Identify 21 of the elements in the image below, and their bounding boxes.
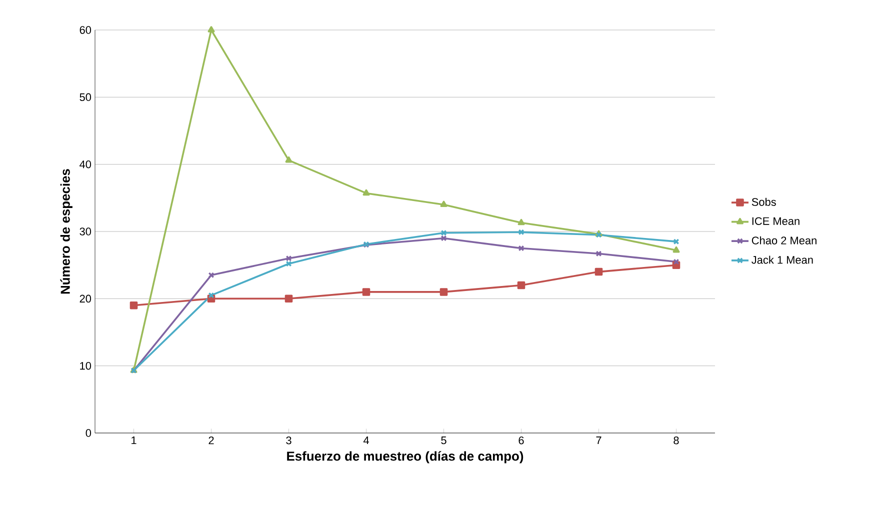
- y-tick-label: 40: [80, 160, 92, 168]
- y-tick-label: 0: [86, 429, 92, 437]
- legend-label: Sobs: [752, 198, 776, 206]
- x-tick-label: 5: [441, 436, 446, 444]
- x-tick-label: 3: [286, 436, 292, 444]
- x-tick-label: 7: [596, 436, 602, 444]
- x-axis-title: Esfuerzo de muestreo (días de campo): [287, 451, 524, 464]
- x-tick-label: 6: [518, 436, 524, 444]
- x-tick-label: 2: [208, 436, 214, 444]
- x-tick-label: 8: [674, 436, 679, 444]
- y-tick-label: 20: [80, 294, 92, 303]
- legend-label: Jack 1 Mean: [752, 256, 813, 264]
- y-axis-title: Número de especies: [60, 169, 72, 294]
- y-tick-label: 50: [80, 93, 92, 102]
- x-tick-label: 1: [132, 436, 136, 444]
- y-tick-label: 10: [80, 362, 92, 370]
- y-tick-label: 60: [80, 26, 92, 34]
- legend-label: Chao 2 Mean: [752, 236, 816, 244]
- x-tick-label: 4: [363, 436, 369, 444]
- y-tick-label: 30: [80, 228, 92, 236]
- legend-label: ICE Mean: [752, 217, 800, 225]
